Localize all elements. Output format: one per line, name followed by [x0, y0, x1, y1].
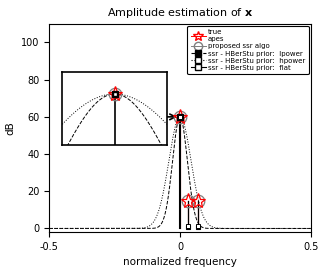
- Legend: true
apes, proposed ssr algo, ssr - HBerStu prior:  lpower, ssr - HBerStu prior:: true apes, proposed ssr algo, ssr - HBer…: [187, 26, 309, 74]
- Y-axis label: dB: dB: [6, 121, 16, 135]
- X-axis label: normalized frequency: normalized frequency: [123, 257, 237, 268]
- Title: Amplitude estimation of $\mathbf{x}$: Amplitude estimation of $\mathbf{x}$: [107, 5, 253, 20]
